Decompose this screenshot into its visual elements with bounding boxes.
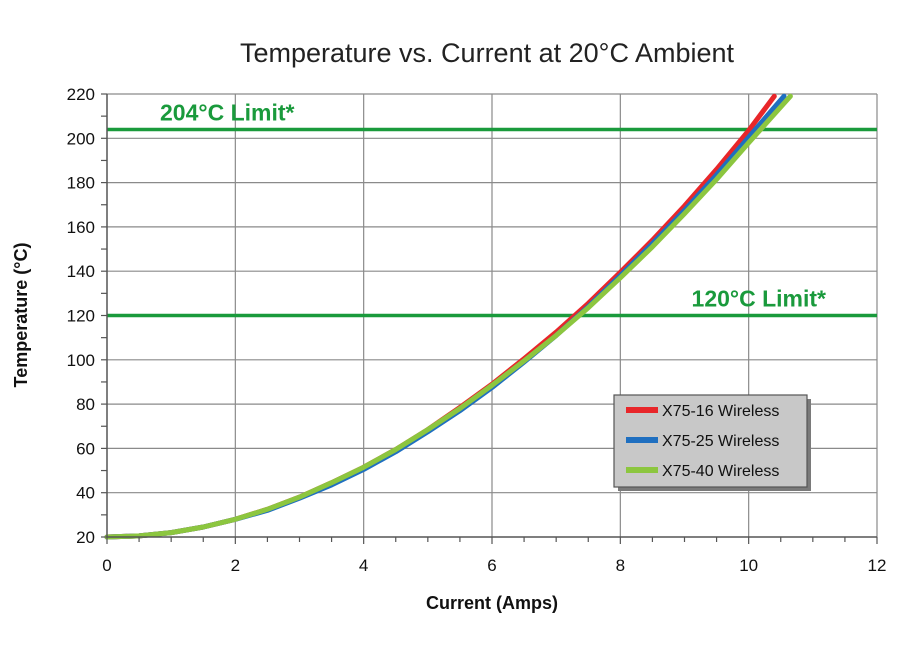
y-tick-label: 60: [76, 439, 95, 458]
x-tick-label: 0: [102, 556, 111, 575]
y-tick-label: 160: [67, 218, 95, 237]
x-tick-label: 8: [616, 556, 625, 575]
x-tick-label: 6: [487, 556, 496, 575]
y-tick-label: 180: [67, 174, 95, 193]
limit-label: 120°C Limit*: [692, 286, 827, 312]
y-tick-label: 200: [67, 129, 95, 148]
y-tick-label: 100: [67, 351, 95, 370]
x-tick-label: 12: [868, 556, 887, 575]
series-lines: [104, 93, 793, 540]
y-axis-label: Temperature (°C): [11, 243, 31, 388]
tick-labels: 0 2 4 6 8 10 12 20 40 60 80 100 120 140 160 180 200 220: [67, 85, 887, 575]
legend-label: X75-25 Wireless: [662, 433, 779, 450]
y-tick-label: 80: [76, 395, 95, 414]
y-tick-label: 20: [76, 528, 95, 547]
chart-title: Temperature vs. Current at 20°C Ambient: [240, 38, 735, 68]
x-axis-label: Current (Amps): [426, 593, 558, 613]
x-tick-label: 2: [231, 556, 240, 575]
legend-label: X75-16 Wireless: [662, 403, 779, 420]
limit-label: 204°C Limit*: [160, 99, 295, 125]
y-tick-label: 120: [67, 307, 95, 326]
x-tick-label: 4: [359, 556, 368, 575]
y-tick-label: 40: [76, 484, 95, 503]
limit-lines: 204°C Limit* 120°C Limit*: [107, 99, 877, 318]
x-tick-label: 10: [739, 556, 758, 575]
legend-label: X75-40 Wireless: [662, 463, 779, 480]
series-line: [104, 93, 793, 540]
axes: [101, 93, 878, 544]
y-tick-label: 140: [67, 262, 95, 281]
legend: X75-16 Wireless X75-25 Wireless X75-40 Wir…: [613, 394, 811, 491]
y-tick-label: 220: [67, 85, 95, 104]
